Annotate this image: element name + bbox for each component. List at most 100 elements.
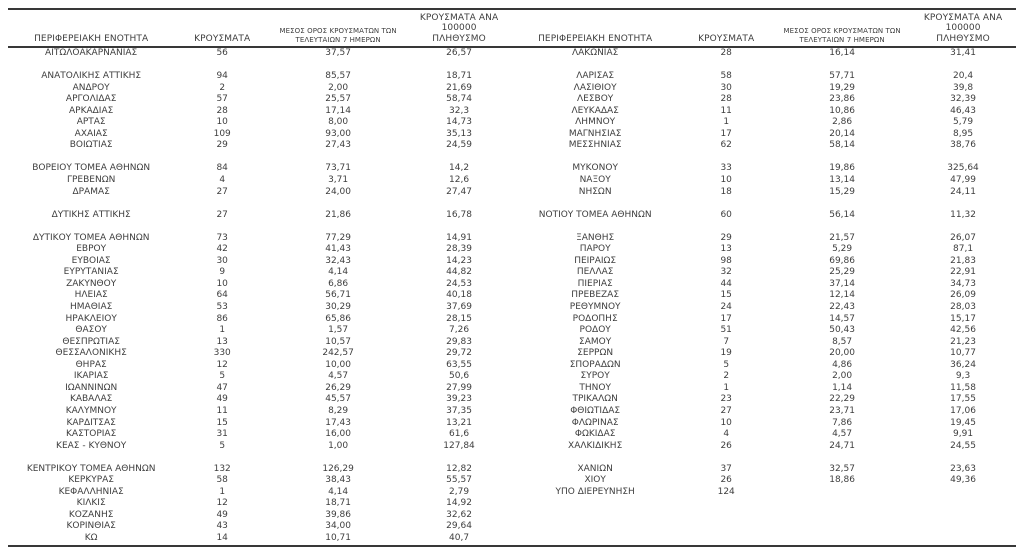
table-row: ΚΩ 14 10,71 40,7: [8, 533, 512, 545]
region-cell: ΚΕΡΚΥΡΑΣ: [68, 475, 114, 486]
cases-cell: 7: [723, 336, 730, 347]
per100k-cell: 38,76: [950, 140, 976, 151]
per100k-cell: 14,23: [446, 255, 472, 266]
table-row: ΠΡΕΒΕΖΑΣ 15 12,14 26,09: [512, 290, 1016, 302]
table-row: ΗΛΕΙΑΣ 64 56,71 40,18: [8, 290, 512, 302]
table-row: ΣΕΡΡΩΝ 19 20,00 10,77: [512, 348, 1016, 360]
per100k-cell: 14,2: [449, 163, 470, 174]
cases-cell: [174, 221, 270, 233]
region-cell: ΧΙΟΥ: [584, 475, 606, 486]
avg7-cell: 15,29: [829, 186, 855, 197]
column-header-region: ΠΕΡΙΦΕΡΕΙΑΚΗ ΕΝΟΤΗΤΑ: [538, 34, 653, 44]
per100k-cell: 34,73: [950, 278, 976, 289]
cases-cell: 15: [720, 290, 732, 301]
cases-cell: 28: [720, 48, 732, 58]
region-cell: ΝΟΤΙΟΥ ΤΟΜΕΑ ΑΘΗΝΩΝ: [538, 209, 652, 220]
spacer-row: [8, 60, 512, 72]
cases-cell: 2: [219, 82, 226, 93]
table-row: ΣΥΡΟΥ 2 2,00 9,3: [512, 371, 1016, 383]
cases-cell: 29: [216, 140, 228, 151]
region-cell: ΚΩ: [84, 532, 98, 543]
spacer-row: [512, 498, 1016, 510]
table-row: ΡΟΔΟΥ 51 50,43 42,56: [512, 325, 1016, 337]
cases-cell: 51: [720, 325, 732, 336]
cases-cell: 27: [720, 405, 732, 416]
avg7-cell: [774, 487, 910, 499]
region-cell: ΗΛΕΙΑΣ: [74, 290, 108, 301]
spacer-row: [512, 221, 1016, 233]
region-cell: ΛΑΚΩΝΙΑΣ: [571, 48, 619, 58]
table-row: ΛΕΣΒΟΥ 28 23,86 32,39: [512, 94, 1016, 106]
cases-cell: 29: [720, 232, 732, 243]
per100k-cell: [406, 60, 512, 72]
spacer-row: [8, 198, 512, 210]
region-cell: ΣΑΜΟΥ: [579, 336, 612, 347]
region-cell: ΤΗΝΟΥ: [579, 382, 611, 393]
table-body: ΑΙΤΩΛΟΑΚΑΡΝΑΝΙΑΣ 56 37,57 26,57 ΑΝΑΤΟΛΙΚΗΣ Α…: [8, 48, 1016, 547]
region-cell: ΠΑΡΟΥ: [579, 244, 611, 255]
table-row: ΠΕΛΛΑΣ 32 25,29 22,91: [512, 267, 1016, 279]
region-cell: ΠΡΕΒΕΖΑΣ: [571, 290, 620, 301]
cases-cell: 33: [720, 163, 732, 174]
avg7-cell: 4,86: [832, 359, 853, 370]
avg7-cell: 18,86: [829, 475, 855, 486]
per100k-cell: 42,56: [950, 325, 976, 336]
cases-cell: 13: [216, 336, 228, 347]
avg7-cell: 73,71: [325, 163, 351, 174]
table-row: ΑΝΑΤΟΛΙΚΗΣ ΑΤΤΙΚΗΣ 94 85,57 18,71: [8, 71, 512, 83]
cases-cell: 10: [720, 417, 732, 428]
per100k-cell: [406, 221, 512, 233]
region-cell: ΡΟΔΟΠΗΣ: [572, 313, 618, 324]
per100k-cell: 23,63: [950, 463, 976, 474]
table-row: ΧΑΝΙΩΝ 37 32,57 23,63: [512, 464, 1016, 476]
cases-cell: 94: [216, 71, 228, 82]
region-cell: [512, 221, 678, 233]
cases-cell: [174, 198, 270, 210]
cases-cell: 30: [216, 255, 228, 266]
per100k-cell: [910, 60, 1016, 72]
cases-cell: 4: [219, 175, 226, 186]
cases-cell: [678, 198, 774, 210]
per100k-cell: 9,91: [953, 429, 974, 440]
region-cell: [512, 533, 678, 545]
per100k-cell: 40,18: [446, 290, 472, 301]
cases-cell: 18: [720, 186, 732, 197]
per100k-cell: 46,43: [950, 105, 976, 116]
region-cell: ΠΕΙΡΑΙΩΣ: [574, 255, 617, 266]
table-row: ΝΟΤΙΟΥ ΤΟΜΕΑ ΑΘΗΝΩΝ 60 56,14 11,32: [512, 210, 1016, 222]
table-row: ΘΑΣΟΥ 1 1,57 7,26: [8, 325, 512, 337]
per100k-cell: 32,39: [950, 94, 976, 105]
column-header-per100k-line1: ΚΡΟΥΣΜΑΤΑ ΑΝΑ 100000: [923, 12, 1003, 34]
avg7-cell: 25,29: [829, 267, 855, 278]
per100k-cell: [910, 198, 1016, 210]
region-cell: ΚΑΒΑΛΑΣ: [69, 394, 113, 405]
per100k-cell: 28,15: [446, 313, 472, 324]
region-cell: [512, 521, 678, 533]
avg7-cell: 21,86: [325, 209, 351, 220]
avg7-cell: [270, 60, 406, 72]
per100k-cell: 47,99: [950, 175, 976, 186]
cases-cell: 23: [720, 394, 732, 405]
cases-cell: 62: [720, 140, 732, 151]
cases-cell: [678, 452, 774, 464]
avg7-cell: 17,43: [325, 417, 351, 428]
avg7-cell: 23,71: [829, 405, 855, 416]
avg7-cell: 8,00: [328, 117, 349, 128]
region-cell: [8, 221, 174, 233]
region-cell: ΔΡΑΜΑΣ: [72, 186, 110, 197]
avg7-cell: 4,14: [328, 267, 349, 278]
region-cell: ΞΑΝΘΗΣ: [576, 232, 615, 243]
per100k-cell: 17,06: [950, 405, 976, 416]
table-row: ΝΑΞΟΥ 10 13,14 47,99: [512, 175, 1016, 187]
avg7-cell: 50,43: [829, 325, 855, 336]
cases-cell: 49: [216, 394, 228, 405]
region-cell: ΒΟΙΩΤΙΑΣ: [69, 140, 113, 151]
spacer-row: [512, 533, 1016, 545]
per100k-cell: [910, 533, 1016, 545]
region-cell: ΡΕΘΥΜΝΟΥ: [569, 302, 621, 313]
avg7-cell: 58,14: [829, 140, 855, 151]
column-header-avg7: ΜΕΣΟΣ ΟΡΟΣ ΚΡΟΥΣΜΑΤΩΝ ΤΩΝ ΤΕΛΕΥΤΑΙΩΝ 7 Η…: [270, 27, 406, 46]
table-row: ΚΕΑΣ - ΚΥΘΝΟΥ 5 1,00 127,84: [8, 441, 512, 453]
region-cell: ΑΧΑΪΑΣ: [74, 128, 108, 139]
avg7-cell: 30,29: [325, 302, 351, 313]
